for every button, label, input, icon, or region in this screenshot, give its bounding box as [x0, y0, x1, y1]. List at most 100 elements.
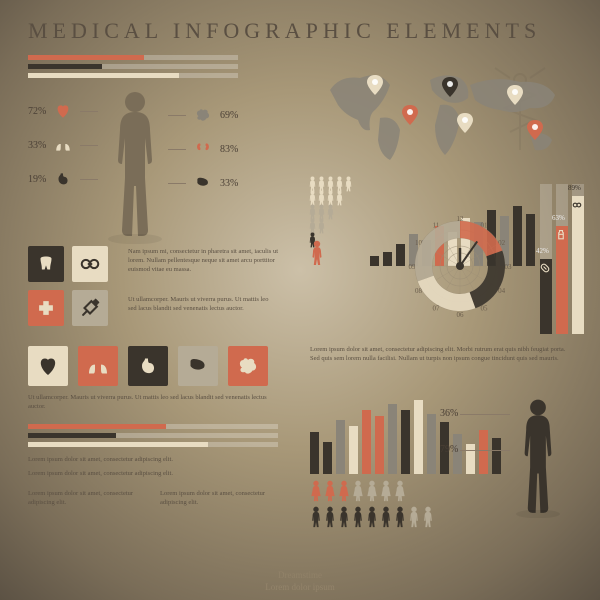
bar	[370, 256, 379, 266]
male-icon	[310, 506, 322, 533]
world-map	[320, 60, 570, 170]
bar	[414, 400, 423, 474]
lorem-text-1: Nam ipsum mi, consectetur in pharetra si…	[128, 248, 278, 274]
female-icon	[394, 480, 406, 507]
person-icon	[335, 190, 344, 206]
syringe-tile	[72, 290, 108, 326]
male-icon	[366, 506, 378, 533]
bar	[388, 404, 397, 474]
hbar-fill	[28, 55, 144, 60]
hbar-track	[28, 442, 278, 447]
radial-chart: 120102030405060708091011	[380, 186, 540, 351]
icon-grid	[28, 246, 116, 326]
female-icon	[352, 480, 364, 507]
lorem-text-2: Ut ullamcorper. Mauris ut viverra purus.…	[128, 296, 278, 314]
organ-pct: 72%	[28, 106, 46, 117]
leader-line	[80, 145, 98, 146]
map-pin-icon	[507, 85, 523, 110]
organ-callout: 33%	[28, 134, 98, 156]
leader-line	[168, 115, 186, 116]
svg-text:04: 04	[498, 287, 506, 295]
stomach-tile	[128, 346, 168, 386]
organ-pct: 69%	[220, 110, 238, 121]
body-top-pct: 36%	[440, 408, 458, 419]
male-icon	[394, 506, 406, 533]
heart-tile	[28, 346, 68, 386]
pill-icon	[539, 261, 551, 279]
svg-text:05: 05	[481, 305, 489, 313]
leader-line	[460, 414, 510, 415]
right-body-diagram	[510, 398, 566, 521]
male-icon	[408, 506, 420, 533]
lungs-icon	[52, 134, 74, 156]
bar	[323, 442, 332, 474]
hbar-track	[28, 64, 238, 69]
lorem-text-8: Lorem ipsum dolor sit amet, consectetur …	[310, 346, 570, 364]
organ-pct: 33%	[220, 178, 238, 189]
watermark-2: Lorem dolor ipsum	[0, 582, 600, 592]
person-icon	[317, 218, 326, 234]
column-chart-2	[310, 398, 501, 474]
organ-pct: 33%	[28, 140, 46, 151]
person-icon	[344, 176, 353, 192]
male-icon	[338, 506, 350, 533]
leader-line	[80, 111, 98, 112]
male-icon	[352, 506, 364, 533]
bar	[336, 420, 345, 474]
bottom-hbars	[28, 424, 278, 451]
tall-bar-label: 89%	[568, 184, 581, 192]
svg-text:07: 07	[433, 305, 441, 313]
male-icon	[324, 506, 336, 533]
svg-text:09: 09	[409, 263, 417, 271]
capsules-icon	[571, 198, 583, 216]
female-icon	[366, 480, 378, 507]
map-pin-icon	[527, 120, 543, 145]
organ-callout: 69%	[168, 104, 238, 126]
kidneys-icon	[192, 138, 214, 160]
heart-icon	[52, 100, 74, 122]
leader-line	[460, 450, 510, 451]
bar	[427, 414, 436, 474]
female-row	[310, 480, 406, 507]
tall-bar-label: 63%	[552, 214, 565, 222]
tall-bar	[572, 196, 584, 334]
tall-bar-label: 42%	[536, 247, 549, 255]
person-standalone-icon	[310, 240, 324, 266]
organ-pct: 19%	[28, 174, 46, 185]
hbar-fill	[28, 73, 179, 78]
organ-callout: 19%	[28, 168, 98, 190]
female-icon	[310, 480, 322, 507]
brain-tile	[228, 346, 268, 386]
people-triangle	[308, 176, 353, 246]
cross-tile	[28, 290, 64, 326]
hbar-track	[28, 73, 238, 78]
hbar-track	[28, 424, 278, 429]
lungs-tile	[78, 346, 118, 386]
map-pin-icon	[367, 75, 383, 100]
bar	[466, 444, 475, 474]
lorem-text-3: Ut ullamcorper. Mauris ut viverra purus.…	[28, 394, 278, 412]
lorem-text-5: Lorem ipsum dolor sit amet, consectetur …	[28, 470, 288, 479]
left-body-diagram	[100, 90, 170, 245]
female-icon	[324, 480, 336, 507]
male-icon	[422, 506, 434, 533]
hbar-fill	[28, 64, 102, 69]
bar	[349, 426, 358, 474]
svg-text:06: 06	[457, 311, 465, 319]
liver-tile	[178, 346, 218, 386]
male-icon	[380, 506, 392, 533]
body-silhouette-icon	[100, 90, 170, 240]
hbar-fill	[28, 442, 208, 447]
svg-text:03: 03	[505, 263, 513, 271]
hbar-track	[28, 55, 238, 60]
page-title: MEDICAL INFOGRAPHIC ELEMENTS	[28, 18, 541, 44]
body-bot-pct: 79%	[440, 444, 458, 455]
hbar-track	[28, 433, 278, 438]
organ-callout: 83%	[168, 138, 238, 160]
lorem-text-6: Lorem ipsum dolor sit amet, consectetur …	[28, 490, 148, 508]
hbar-fill	[28, 433, 116, 438]
map-pin-icon	[442, 77, 458, 102]
glasses-tile	[72, 246, 108, 282]
bar	[362, 410, 371, 474]
tooth-tile	[28, 246, 64, 282]
